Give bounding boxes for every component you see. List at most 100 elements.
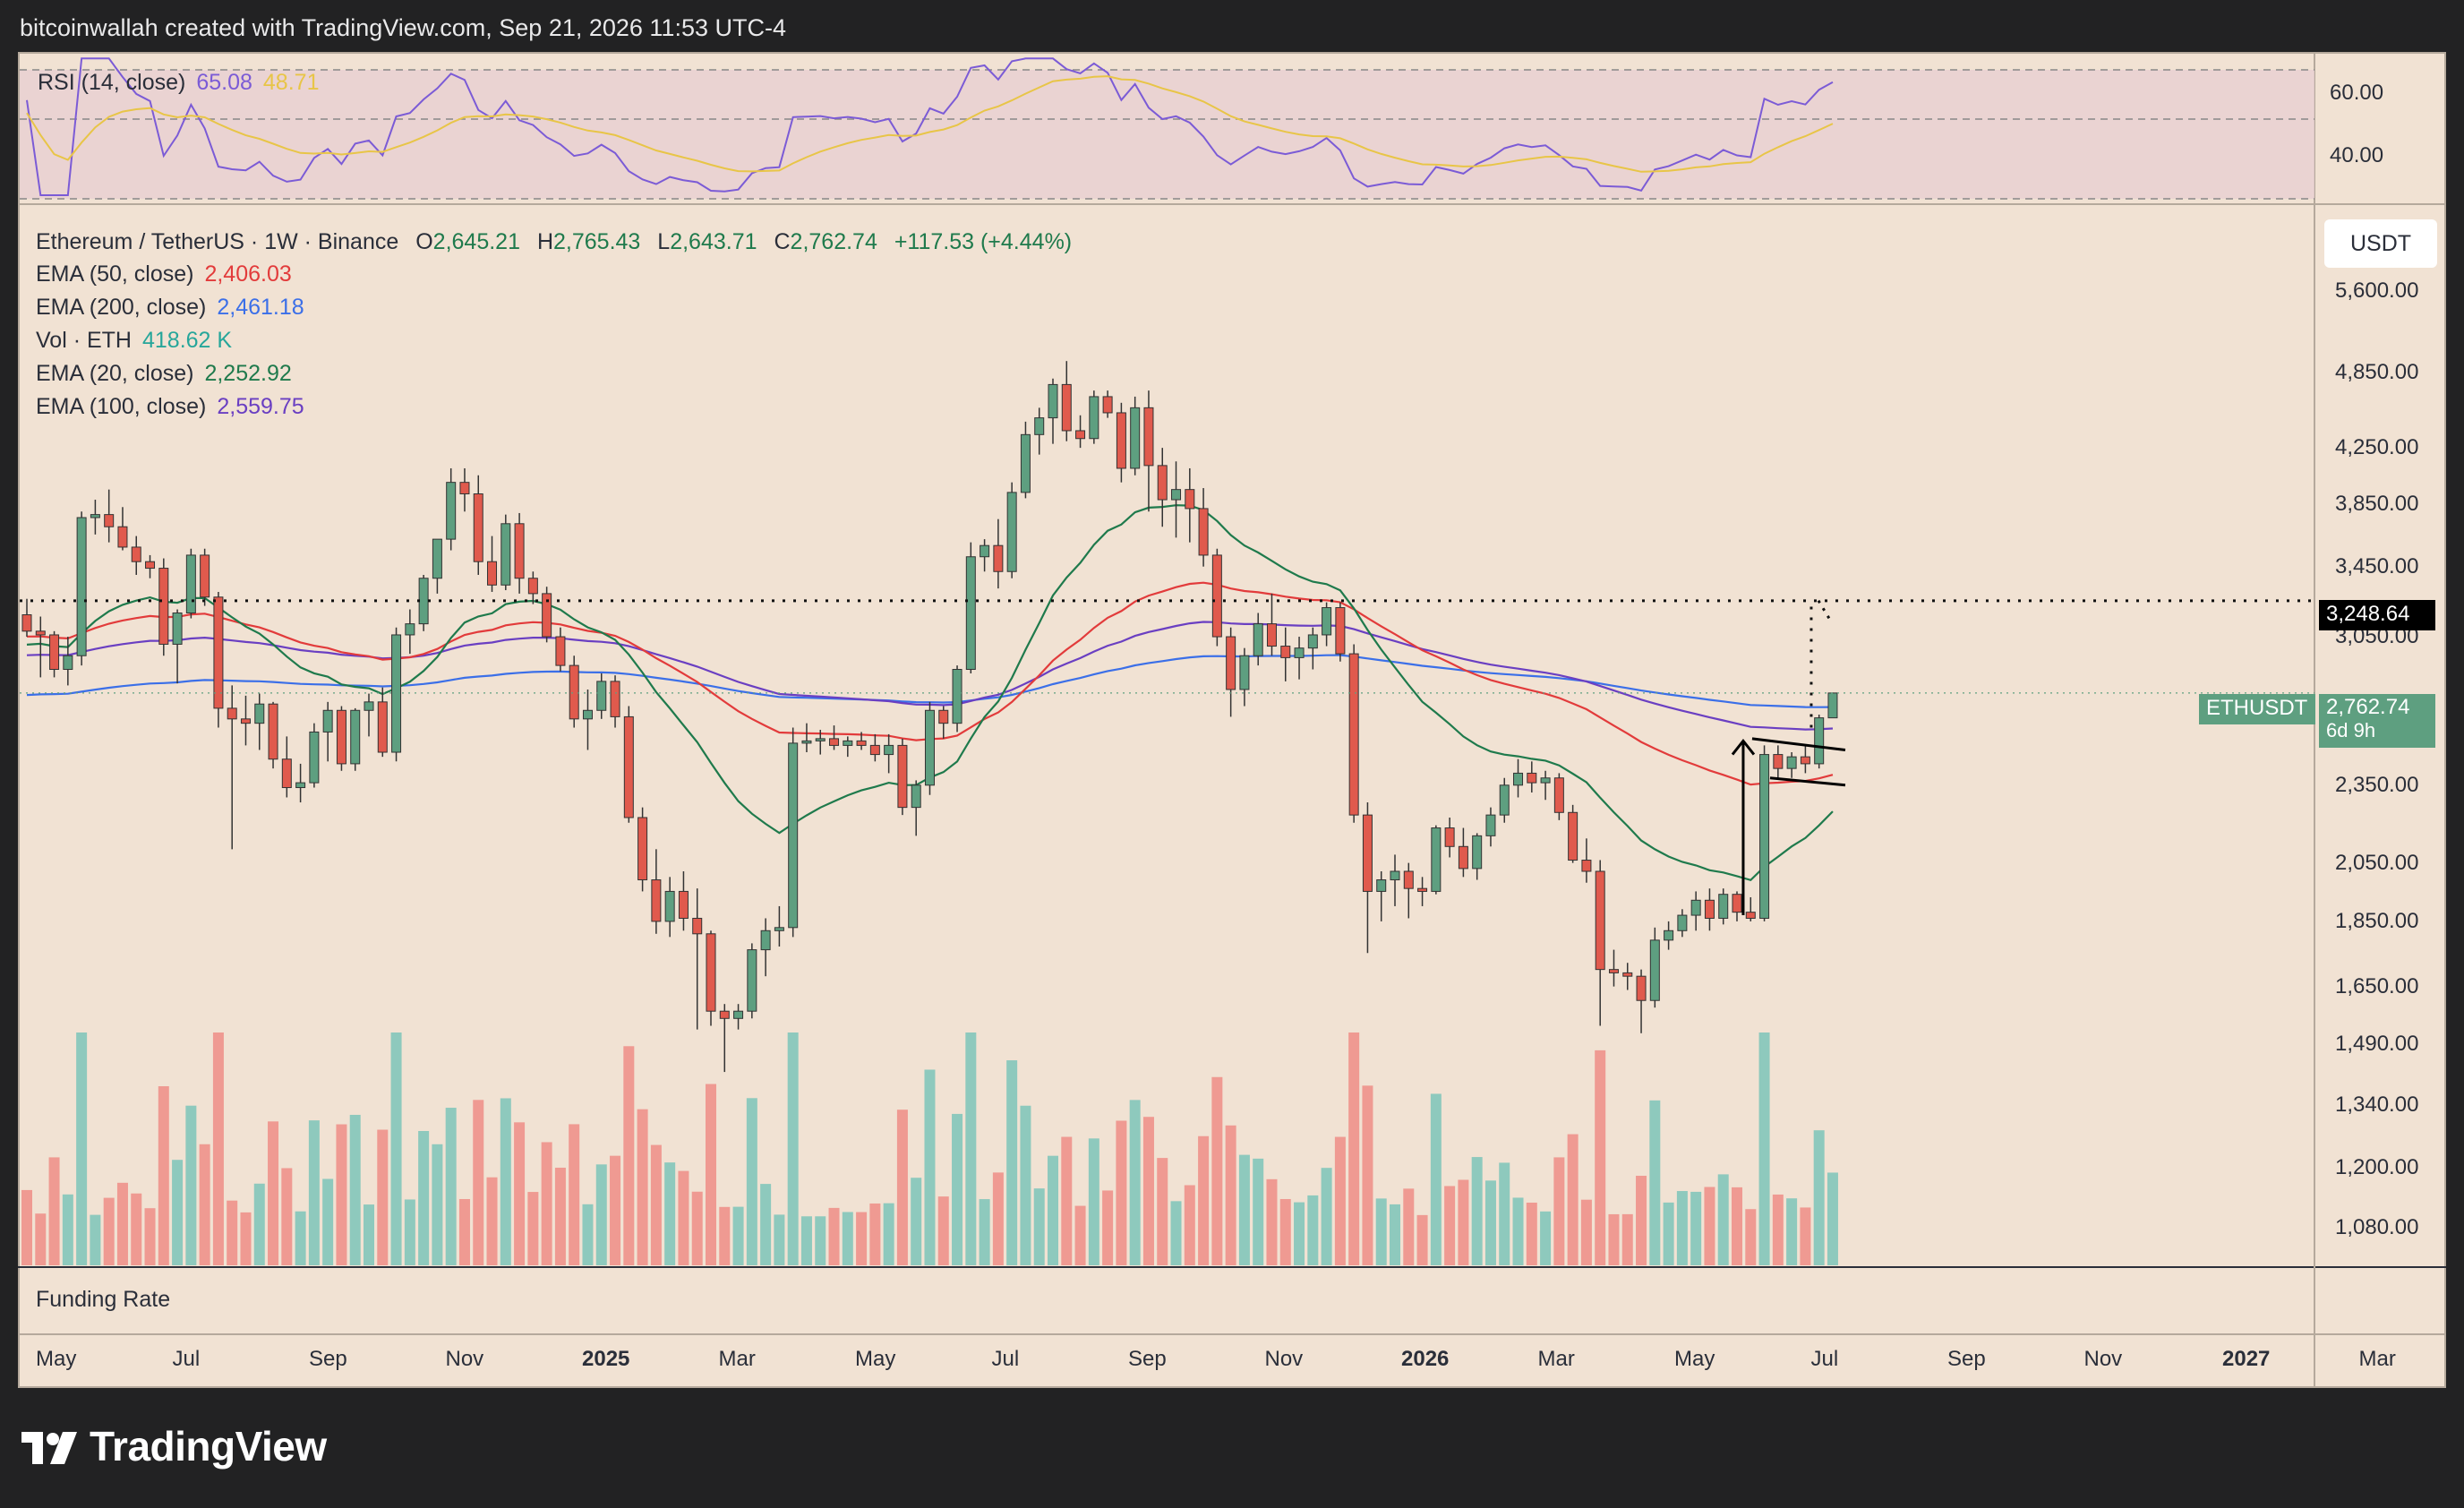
volume-bar: [937, 1196, 949, 1265]
volume-bar: [281, 1168, 293, 1265]
candle-body: [281, 758, 292, 789]
candle-body: [869, 744, 880, 756]
volume-bar: [1663, 1202, 1674, 1265]
volume-bar: [1458, 1179, 1469, 1265]
candle-body: [1773, 754, 1784, 769]
indicator-legend-row[interactable]: EMA (200, close) 2,461.18: [36, 295, 304, 328]
volume-bar: [678, 1170, 689, 1265]
volume-bar: [595, 1164, 607, 1265]
volume-bar: [349, 1114, 361, 1265]
candle-body: [364, 701, 374, 711]
candle-body: [1185, 489, 1195, 510]
price-tick-label: 2,050.00: [2335, 850, 2419, 875]
candle-body: [596, 681, 607, 711]
candle-body: [405, 623, 415, 636]
tradingview-logo[interactable]: TradingView: [21, 1422, 327, 1474]
indicator-legend: EMA (50, close) 2,406.03 EMA (200, close) 2…: [36, 261, 304, 427]
volume-bar: [1020, 1105, 1031, 1265]
volume-bar: [1553, 1157, 1565, 1265]
candle-body: [172, 613, 183, 645]
volume-bar: [610, 1155, 621, 1265]
candle-body: [1608, 969, 1619, 973]
candle-body: [336, 709, 346, 765]
volume-bar: [952, 1113, 963, 1265]
volume-bar: [1061, 1136, 1073, 1265]
candle-body: [1280, 646, 1291, 658]
volume-bar: [965, 1032, 977, 1265]
volume-bar: [240, 1212, 252, 1265]
volume-bar: [774, 1214, 785, 1265]
candle-body: [1143, 407, 1154, 467]
volume-bar: [992, 1172, 1004, 1265]
volume-bar: [582, 1204, 594, 1265]
volume-bar: [1198, 1135, 1210, 1265]
candle-body: [1020, 433, 1031, 493]
candle-body: [884, 744, 894, 756]
volume-bar: [1253, 1158, 1264, 1265]
time-tick-label: Nov: [1264, 1347, 1304, 1371]
candle-body: [924, 709, 935, 786]
volume-bar: [541, 1142, 552, 1265]
volume-bar: [1321, 1168, 1332, 1265]
volume-bar: [295, 1211, 306, 1265]
volume-bar: [116, 1182, 128, 1265]
volume-bar: [1266, 1178, 1278, 1265]
time-tick-label: 2026: [1401, 1347, 1450, 1371]
price-tick-label: 2,350.00: [2335, 772, 2419, 797]
candle-body: [145, 561, 156, 570]
volume-bar: [1033, 1188, 1045, 1265]
volume-bar: [227, 1200, 238, 1265]
volume-bar: [48, 1157, 60, 1265]
candle-body: [240, 718, 251, 724]
candle-body: [637, 817, 648, 881]
indicator-value: 418.62 K: [141, 328, 233, 353]
volume-bar: [1800, 1207, 1811, 1265]
volume-bar: [719, 1206, 731, 1265]
candle-body: [843, 740, 853, 746]
volume-bar: [364, 1204, 374, 1265]
candle-body: [514, 523, 525, 579]
candle-body: [1348, 653, 1359, 816]
candle-body: [829, 738, 840, 746]
candle-body: [651, 879, 662, 922]
volume-bar: [924, 1069, 936, 1265]
volume-bar: [1362, 1085, 1373, 1265]
volume-bar: [1048, 1155, 1058, 1265]
volume-bar: [760, 1184, 772, 1265]
candle-body: [1403, 870, 1414, 889]
candle-body: [1034, 417, 1045, 435]
candle-body: [1827, 692, 1838, 719]
candle-body: [131, 546, 141, 562]
volume-bar: [746, 1098, 757, 1265]
candle-body: [1362, 814, 1373, 892]
indicator-legend-row[interactable]: EMA (20, close) 2,252.92: [36, 361, 304, 394]
volume-bar: [1430, 1093, 1442, 1265]
price-tick-label: 1,340.00: [2335, 1092, 2419, 1117]
indicator-legend-row[interactable]: EMA (100, close) 2,559.75: [36, 394, 304, 427]
candle-body: [1800, 756, 1810, 765]
time-tick-label: Mar: [718, 1347, 756, 1371]
volume-bar: [1102, 1190, 1114, 1265]
candle-body: [76, 517, 87, 656]
indicator-legend-row[interactable]: EMA (50, close) 2,406.03: [36, 261, 304, 295]
last-price: 2,762.74: [2326, 695, 2410, 719]
candle-body: [1664, 930, 1674, 941]
volume-bar: [1471, 1157, 1483, 1265]
volume-bar: [1649, 1100, 1661, 1265]
volume-bar: [322, 1178, 334, 1265]
volume-bar: [1403, 1188, 1415, 1265]
indicator-legend-row[interactable]: Vol · ETH 418.62 K: [36, 328, 304, 361]
candle-body: [1048, 383, 1058, 419]
rsi-label: RSI (14, close): [38, 70, 186, 95]
candle-body: [446, 482, 457, 540]
volume-bar: [1184, 1185, 1195, 1265]
candle-body: [391, 634, 402, 753]
volume-bar: [1745, 1209, 1757, 1265]
volume-bar: [486, 1177, 498, 1265]
candle-body: [432, 538, 442, 579]
volume-bar: [883, 1203, 894, 1265]
candle-body: [815, 738, 826, 741]
currency-button[interactable]: USDT: [2324, 219, 2437, 268]
volume-bar: [1088, 1138, 1099, 1265]
